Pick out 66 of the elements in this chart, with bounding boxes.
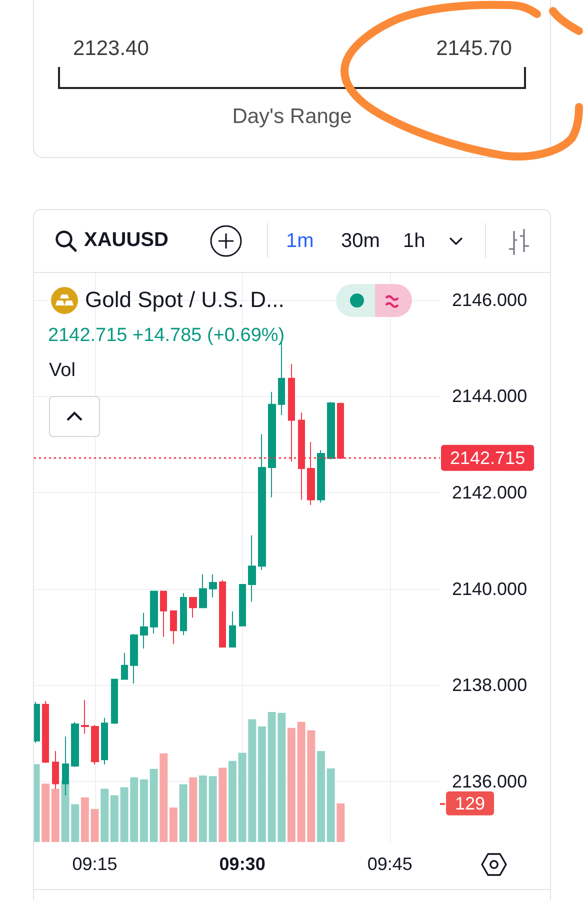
y-tick-label: 2140.000 [452,578,528,599]
candlestick [160,590,167,638]
candlestick [327,402,335,460]
candlestick [199,574,207,609]
bar [150,768,158,842]
candlestick [42,700,49,764]
bar [189,777,198,842]
bar [90,809,99,842]
bar [258,726,266,842]
bar [169,808,178,842]
bar [218,768,227,842]
ref-line-label: 2142.715 [450,448,526,468]
bar [316,750,325,842]
bar [42,784,50,842]
y-tick-label: 2136.000 [452,771,528,792]
bar [100,788,109,842]
candlestick [258,434,266,571]
candlestick [248,534,256,602]
candlestick [209,574,217,598]
candlestick [268,391,276,498]
text: 2123.40 [73,36,149,62]
candlestick [91,724,99,765]
bar [228,760,236,842]
bar [140,779,148,842]
x-tick-label: 09:15 [72,854,118,874]
bar [208,776,217,842]
y-tick-label: 2138.000 [452,675,528,696]
bar [110,795,118,842]
candlestick [170,610,177,645]
text: 1h [403,228,426,254]
bar [198,776,207,842]
x-tick-label: 09:45 [367,854,412,874]
candlestick [189,596,197,618]
bar [179,784,188,842]
y-tick-label: 2142.000 [452,482,528,503]
candlestick [71,722,79,768]
candlestick [140,612,148,649]
bar [326,768,335,842]
candlestick [229,610,236,648]
text: Gold Spot / U.S. D... [85,286,284,314]
y-tick-label: 2146.000 [452,290,528,310]
text: XAUUSD [84,228,168,252]
candlestick [81,699,89,734]
bar [160,753,168,842]
candlestick [111,678,118,725]
candlestick [219,580,226,648]
candlestick [121,652,128,680]
bar [287,728,296,842]
candlestick [239,583,246,627]
candlestick [150,590,158,634]
candlestick [130,634,138,684]
text: 30m [341,228,380,254]
bar [336,803,345,842]
text: 1m [286,228,314,254]
bar [51,788,60,842]
y2-tick-label: 129 [455,793,486,814]
annotation: Vol [49,359,76,383]
text: 2145.70 [436,36,512,62]
bar [80,797,89,842]
candlestick [101,717,108,765]
x-tick-label: 09:30 [219,854,266,874]
text: Day's Range [232,104,352,130]
y-tick-label: 2144.000 [452,386,528,406]
candlestick [180,592,187,636]
text: 2142.715 +14.785 (+0.69%) [48,324,285,348]
candlestick [317,450,325,504]
